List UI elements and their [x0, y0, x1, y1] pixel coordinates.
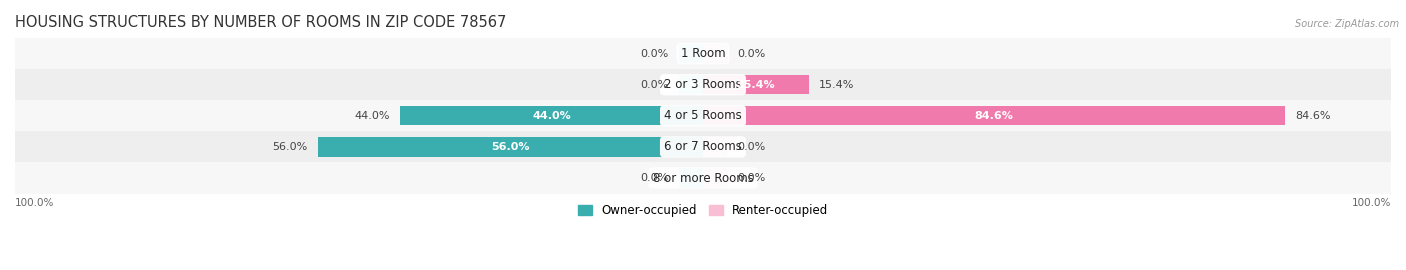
Text: 0.0%: 0.0% — [640, 49, 669, 59]
Text: 15.4%: 15.4% — [820, 80, 855, 90]
Bar — [679, 75, 703, 94]
Text: 4 or 5 Rooms: 4 or 5 Rooms — [664, 109, 742, 122]
Text: 0.0%: 0.0% — [640, 80, 669, 90]
Bar — [15, 38, 1391, 69]
Text: 6 or 7 Rooms: 6 or 7 Rooms — [664, 140, 742, 153]
Bar — [318, 137, 703, 157]
Text: 1 Room: 1 Room — [681, 47, 725, 60]
Text: 44.0%: 44.0% — [533, 111, 571, 121]
Text: 84.6%: 84.6% — [1295, 111, 1331, 121]
Text: 84.6%: 84.6% — [974, 111, 1014, 121]
Bar — [15, 131, 1391, 163]
Text: 100.0%: 100.0% — [15, 198, 55, 208]
Text: 0.0%: 0.0% — [737, 49, 766, 59]
Bar — [15, 100, 1391, 131]
Legend: Owner-occupied, Renter-occupied: Owner-occupied, Renter-occupied — [572, 200, 834, 222]
Text: 0.0%: 0.0% — [737, 173, 766, 183]
Text: 44.0%: 44.0% — [354, 111, 389, 121]
Text: 0.0%: 0.0% — [640, 173, 669, 183]
Bar — [703, 75, 808, 94]
Bar — [679, 44, 703, 63]
Bar — [679, 168, 703, 188]
Bar — [703, 168, 727, 188]
Bar — [703, 44, 727, 63]
Text: 15.4%: 15.4% — [737, 80, 775, 90]
Bar — [15, 163, 1391, 194]
Text: 8 or more Rooms: 8 or more Rooms — [652, 171, 754, 184]
Bar — [703, 106, 1285, 126]
Text: 56.0%: 56.0% — [491, 142, 530, 152]
Bar — [401, 106, 703, 126]
Text: 56.0%: 56.0% — [273, 142, 308, 152]
Text: Source: ZipAtlas.com: Source: ZipAtlas.com — [1295, 19, 1399, 29]
Bar — [15, 69, 1391, 100]
Bar — [703, 137, 727, 157]
Text: HOUSING STRUCTURES BY NUMBER OF ROOMS IN ZIP CODE 78567: HOUSING STRUCTURES BY NUMBER OF ROOMS IN… — [15, 15, 506, 30]
Text: 0.0%: 0.0% — [737, 142, 766, 152]
Text: 2 or 3 Rooms: 2 or 3 Rooms — [664, 78, 742, 91]
Text: 100.0%: 100.0% — [1351, 198, 1391, 208]
